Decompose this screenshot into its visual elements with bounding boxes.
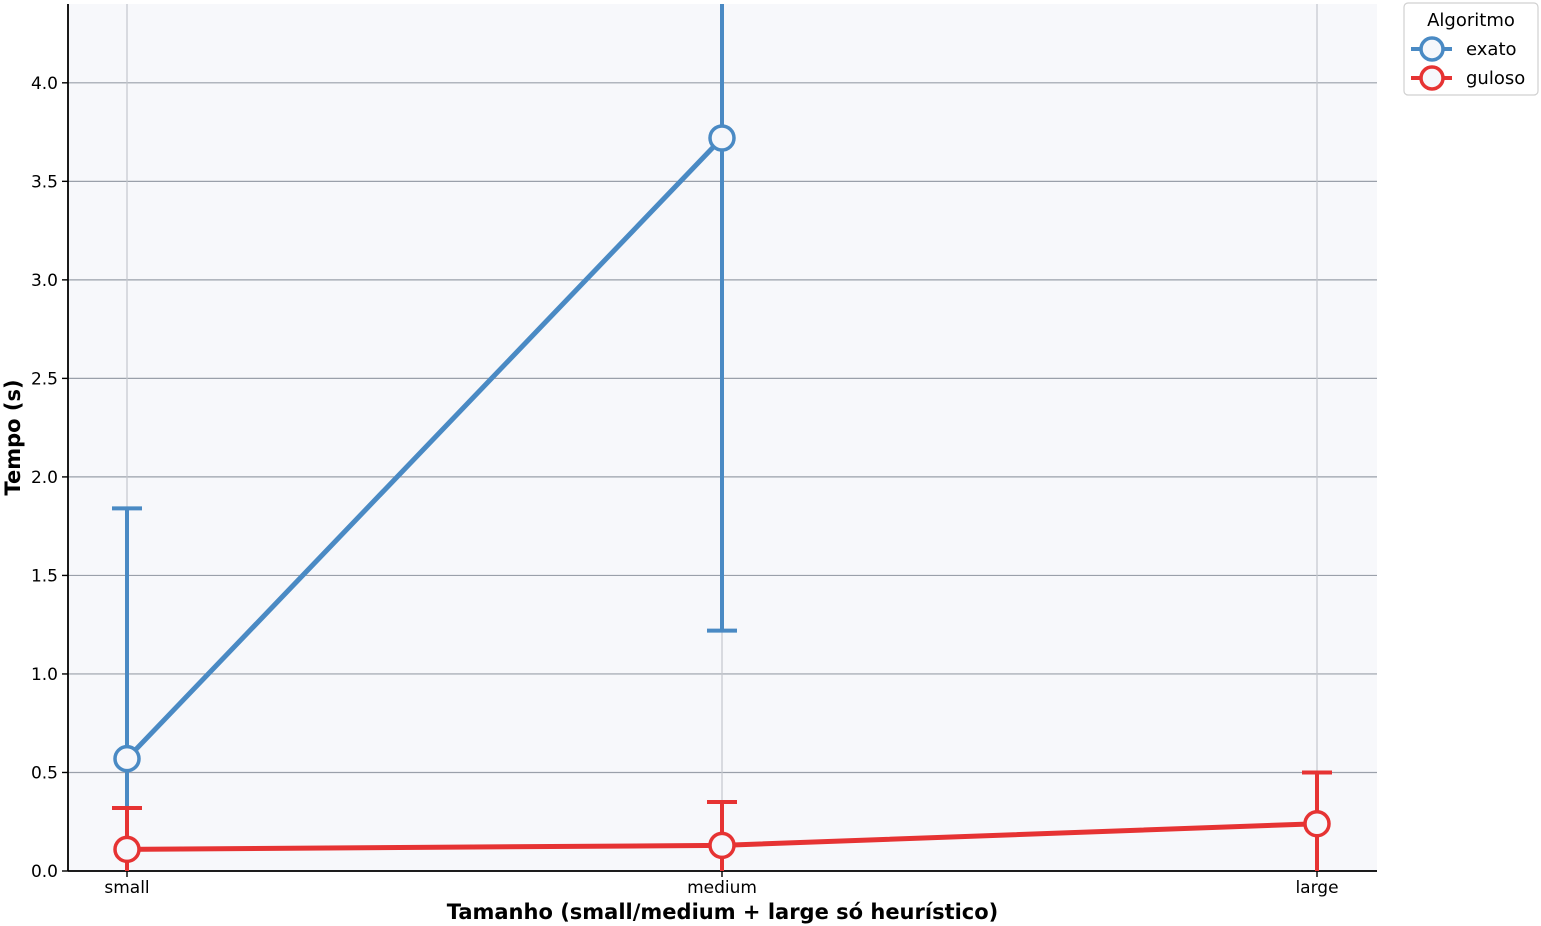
y-tick-label: 1.0 <box>31 665 58 685</box>
series-layer <box>112 4 1332 871</box>
data-point <box>1303 809 1331 838</box>
y-axis-title: Tempo (s) <box>1 379 25 495</box>
legend-title: Algoritmo <box>1427 10 1515 31</box>
axis-layer: 0.0 0.5 1.0 1.5 2.0 2.5 3.0 3.5 4.0 small medium la… <box>31 4 1377 898</box>
legend-swatch-marker <box>1419 65 1445 91</box>
y-tick-label: 4.0 <box>31 74 58 94</box>
y-tick-label: 2.5 <box>31 369 58 389</box>
legend-swatch-marker <box>1419 36 1445 62</box>
x-axis-title: Tamanho (small/medium + large só heuríst… <box>447 900 999 924</box>
y-tick-label: 0.0 <box>31 862 58 882</box>
y-tick-label: 2.0 <box>31 468 58 488</box>
legend-item-guloso: guloso <box>1411 65 1525 91</box>
y-tick-label: 1.5 <box>31 566 58 586</box>
x-tick-label: medium <box>687 878 757 898</box>
y-tick-label: 3.0 <box>31 271 58 291</box>
legend-item-exato: exato <box>1411 36 1517 62</box>
data-point <box>113 835 141 864</box>
legend-items: exato guloso <box>1411 36 1525 91</box>
data-point <box>113 744 141 773</box>
data-point <box>708 124 736 152</box>
x-tick-label: large <box>1295 878 1338 898</box>
x-tick-label: small <box>104 878 149 898</box>
series-line <box>125 136 724 761</box>
legend-label: guloso <box>1466 68 1525 89</box>
y-tick-label: 3.5 <box>31 172 58 192</box>
y-tick-label: 0.5 <box>31 763 58 783</box>
legend-label: exato <box>1466 39 1517 60</box>
series-guloso <box>112 770 1332 871</box>
data-point <box>708 831 736 860</box>
legend: Algoritmo exato guloso <box>1403 2 1539 96</box>
